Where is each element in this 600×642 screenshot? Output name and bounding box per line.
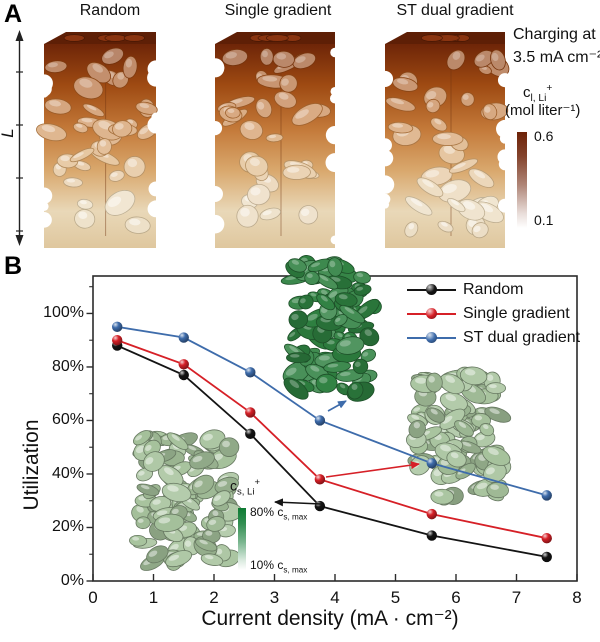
solid-conc-max-label: 80% cs, max bbox=[250, 505, 308, 522]
x-tick-label: 3 bbox=[269, 588, 280, 607]
legend-marker-single-gradient bbox=[426, 308, 437, 320]
x-axis-title: Current density (mA · cm⁻²) bbox=[201, 607, 459, 630]
legend-item-single-gradient: Single gradient bbox=[407, 305, 570, 323]
y-tick-label: 20% bbox=[51, 518, 84, 536]
legend-item-st-dual-gradient: ST dual gradient bbox=[407, 329, 580, 347]
legend-label-random: Random bbox=[463, 281, 524, 298]
charging-annotation-line1: Charging at bbox=[513, 26, 596, 43]
length-arrow bbox=[15, 30, 24, 246]
electrolyte-concentration-colorbar bbox=[517, 132, 527, 228]
particle-inset-top bbox=[280, 255, 382, 402]
particle-inset-right bbox=[406, 366, 512, 506]
electrolyte-conc-symbol: cl, Li+ bbox=[523, 83, 553, 104]
x-tick-label: 8 bbox=[572, 588, 582, 607]
electrolyte-conc-unit: (mol liter⁻¹) bbox=[505, 102, 581, 119]
electrode-structure-renders bbox=[35, 32, 514, 248]
y-tick-label: 80% bbox=[51, 357, 84, 375]
structure-title-single-gradient: Single gradient bbox=[224, 2, 332, 19]
legend-marker-random bbox=[426, 284, 437, 296]
x-tick-label: 2 bbox=[209, 588, 219, 607]
x-tick-label: 6 bbox=[451, 588, 461, 607]
y-tick-label: 60% bbox=[51, 411, 84, 429]
legend-line-single-gradient bbox=[407, 308, 456, 320]
solid-concentration-colorbar bbox=[238, 508, 246, 570]
y-tick-label: 0% bbox=[60, 572, 84, 589]
annotation-arrows bbox=[274, 400, 420, 507]
length-axis-label: L bbox=[0, 33, 18, 233]
x-tick-label: 7 bbox=[511, 588, 522, 607]
x-tick-label: 0 bbox=[88, 588, 98, 607]
x-tick-label: 1 bbox=[148, 588, 159, 607]
panel-a-label: A bbox=[4, 0, 23, 28]
x-tick-label: 4 bbox=[330, 588, 340, 607]
solid-conc-min-label: 10% cs, max bbox=[250, 558, 308, 575]
x-tick-label: 5 bbox=[390, 588, 401, 607]
legend-line-st-dual-gradient bbox=[407, 332, 456, 344]
solid-conc-symbol: cs, Li+ bbox=[230, 477, 261, 498]
particle-inset-left bbox=[129, 429, 243, 571]
colorbar-a-max-label: 0.6 bbox=[534, 128, 554, 144]
structure-title-random: Random bbox=[79, 2, 141, 19]
y-tick-label: 100% bbox=[43, 304, 84, 322]
legend-label-st-dual-gradient: ST dual gradient bbox=[463, 329, 581, 346]
structure-title-st-dual-gradient: ST dual gradient bbox=[396, 2, 514, 19]
y-tick-label: 40% bbox=[51, 464, 84, 482]
legend-line-random bbox=[407, 284, 456, 296]
colorbar-a-min-label: 0.1 bbox=[534, 212, 554, 228]
legend-marker-st-dual-gradient bbox=[426, 332, 437, 344]
legend-item-random: Random bbox=[407, 281, 523, 299]
legend-label-single-gradient: Single gradient bbox=[463, 305, 570, 322]
panel-b-label: B bbox=[4, 252, 23, 280]
charging-annotation-line2: 3.5 mA cm⁻² bbox=[513, 49, 600, 66]
chart-series bbox=[112, 321, 552, 563]
